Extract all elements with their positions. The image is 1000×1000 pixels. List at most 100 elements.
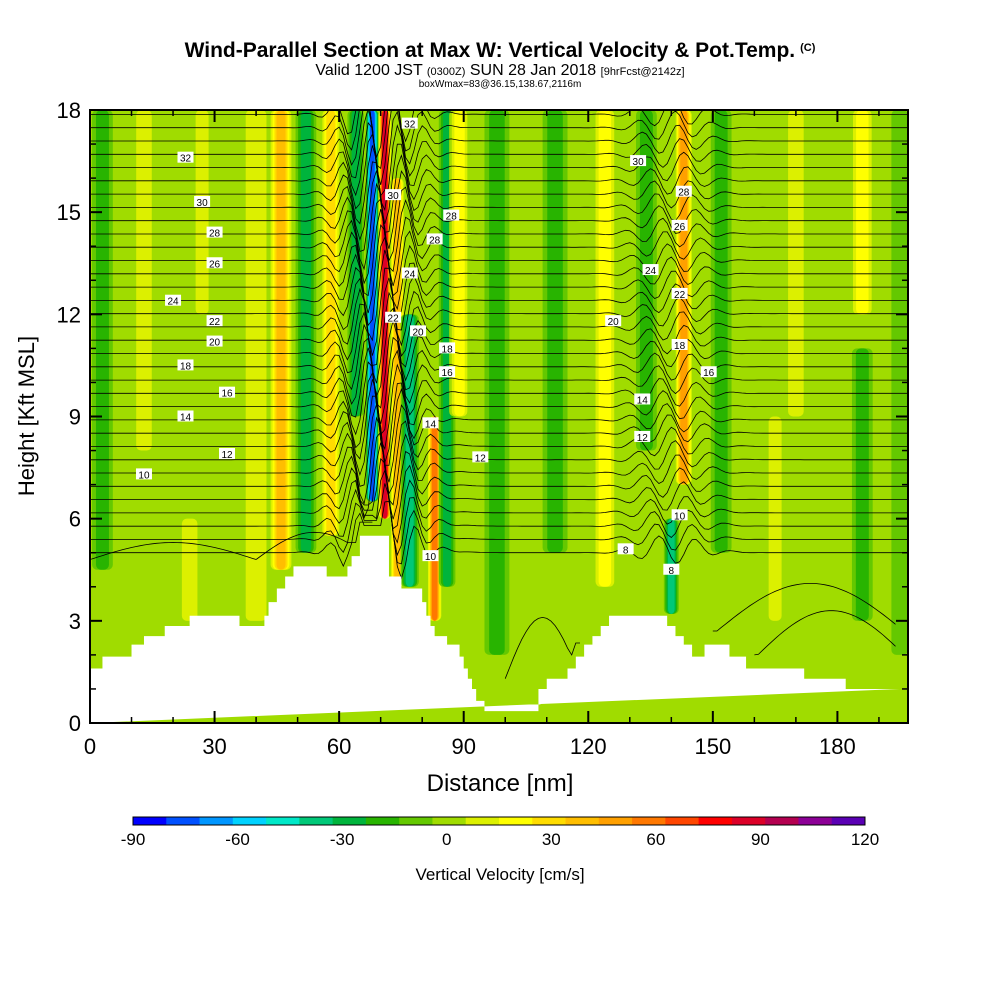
y-tick-label: 18 [57, 98, 81, 123]
isentrope-label: 28 [426, 233, 443, 246]
isentrope-line [90, 442, 908, 530]
isentrope-label: 30 [385, 189, 402, 202]
chart-title-text: Wind-Parallel Section at Max W: Vertical… [184, 39, 796, 62]
isentrope-label-text: 26 [674, 222, 686, 233]
colorbar-tick-label: 30 [542, 830, 561, 849]
colorbar-swatch [299, 817, 334, 825]
isentrope-line [90, 145, 908, 233]
isentrope-label-text: 10 [425, 552, 437, 563]
title-block: Wind-Parallel Section at Max W: Vertical… [0, 36, 1000, 90]
isentrope-line [90, 182, 908, 273]
velocity-band-19-2 [639, 110, 653, 451]
isentrope-label-text: 10 [138, 470, 150, 481]
x-tick-label: 90 [451, 734, 475, 759]
isentrope-line [90, 209, 908, 297]
box-wmax-info: boxWmax=83@36.15,138.67,2116m [418, 79, 582, 90]
colorbar-swatch [266, 817, 300, 825]
isentrope-label-text: 10 [674, 511, 686, 522]
isentrope-label: 26 [206, 257, 223, 270]
velocity-band-26-3 [856, 110, 869, 315]
isentrope-line [90, 371, 908, 463]
isentrope-label: 16 [219, 386, 236, 400]
colorbar-swatch [798, 817, 833, 825]
isentrope-label: 10 [422, 550, 439, 563]
velocity-band-15-3 [454, 110, 465, 417]
colorbar-swatch [166, 817, 200, 825]
colorbar-swatch [133, 817, 167, 825]
velocity-band-10-10 [382, 110, 387, 519]
velocity-band-23-2 [768, 416, 782, 621]
valid-date: SUN 28 Jan 2018 [469, 62, 597, 79]
chart-subtitle: Valid 1200 JST (0300Z) SUN 28 Jan 2018 [… [0, 63, 1000, 80]
isentrope-label-text: 24 [167, 297, 179, 308]
isentrope-label: 20 [206, 335, 223, 349]
isentrope-label-text: 18 [442, 344, 454, 355]
velocity-band-13-7 [431, 416, 438, 621]
isentrope-label-text: 28 [678, 188, 690, 199]
isentrope-label: 10 [671, 509, 688, 522]
isentrope-label: 28 [443, 209, 460, 223]
isentrope-line [90, 198, 908, 287]
colorbar-swatch [465, 817, 500, 825]
y-axis-label: Height [Kft MSL] [14, 336, 39, 496]
colorbar-swatch [365, 817, 400, 825]
isentrope-label-text: 14 [637, 395, 649, 406]
isentrope-label-text: 32 [180, 154, 192, 165]
isentrope-line [90, 224, 908, 314]
chart-title: Wind-Parallel Section at Max W: Vertical… [0, 36, 1000, 63]
velocity-band-24-2 [788, 110, 804, 417]
isentrope-label-text: 20 [209, 338, 221, 349]
isentrope-label-text: 16 [442, 368, 454, 379]
isentrope-label: 14 [634, 393, 651, 406]
isentrope-label-text: 18 [180, 361, 192, 372]
isentrope-line [90, 500, 908, 580]
isentrope-label: 32 [177, 151, 194, 165]
isentrope-line [90, 267, 908, 356]
colorbar-swatch [665, 817, 700, 825]
colorbar-tick-label: 0 [442, 830, 451, 849]
isentrope-label-text: 30 [633, 157, 645, 168]
isentrope-label-text: 28 [209, 229, 221, 240]
isentrope-line [90, 235, 908, 327]
isentrope-line [90, 121, 908, 212]
isentrope-label: 18 [177, 359, 194, 372]
x-tick-label: 0 [84, 734, 96, 759]
colorbar-swatch [399, 817, 433, 825]
isentrope-line [90, 110, 908, 170]
isentrope-label: 28 [675, 185, 692, 199]
isentrope-line [90, 469, 908, 557]
velocity-band-18-3 [598, 110, 612, 587]
isentrope-label-text: 8 [669, 566, 675, 577]
velocity-band-2-2 [195, 110, 209, 315]
isentrope-label-text: 18 [674, 341, 686, 352]
isentrope-label: 30 [630, 155, 647, 168]
velocity-band-25-2 [855, 348, 869, 621]
isentrope-label-text: 28 [446, 212, 458, 223]
isentrope-label: 26 [671, 219, 688, 233]
y-tick-label: 9 [69, 405, 81, 430]
isentrope-label: 8 [663, 563, 680, 577]
isentrope-label: 8 [617, 543, 634, 556]
colorbar-swatch [632, 817, 666, 825]
isentrope-label: 24 [401, 267, 418, 280]
isentrope-line [90, 170, 908, 262]
velocity-band-1-2 [136, 110, 152, 451]
isentrope-line-low [255, 521, 373, 560]
colorbar-tick-label: -30 [330, 830, 355, 849]
isentrope-label-text: 30 [197, 198, 209, 209]
colorbar-swatch [731, 817, 766, 825]
colorbar-label: Vertical Velocity [cm/s] [415, 865, 584, 884]
velocity-band-4-1 [245, 110, 267, 621]
isentrope-label: 22 [385, 311, 402, 325]
isentrope-line [90, 379, 908, 466]
isentrope-label: 28 [206, 226, 223, 240]
isentrope-label-text: 12 [637, 433, 649, 444]
isentrope-label: 20 [410, 325, 427, 338]
isentrope-label: 30 [194, 195, 211, 209]
y-tick-label: 6 [69, 507, 81, 532]
isentrope-line [90, 133, 908, 224]
y-tick-label: 3 [69, 609, 81, 634]
isentrope-line [90, 291, 908, 384]
isentrope-label-text: 22 [674, 290, 686, 301]
